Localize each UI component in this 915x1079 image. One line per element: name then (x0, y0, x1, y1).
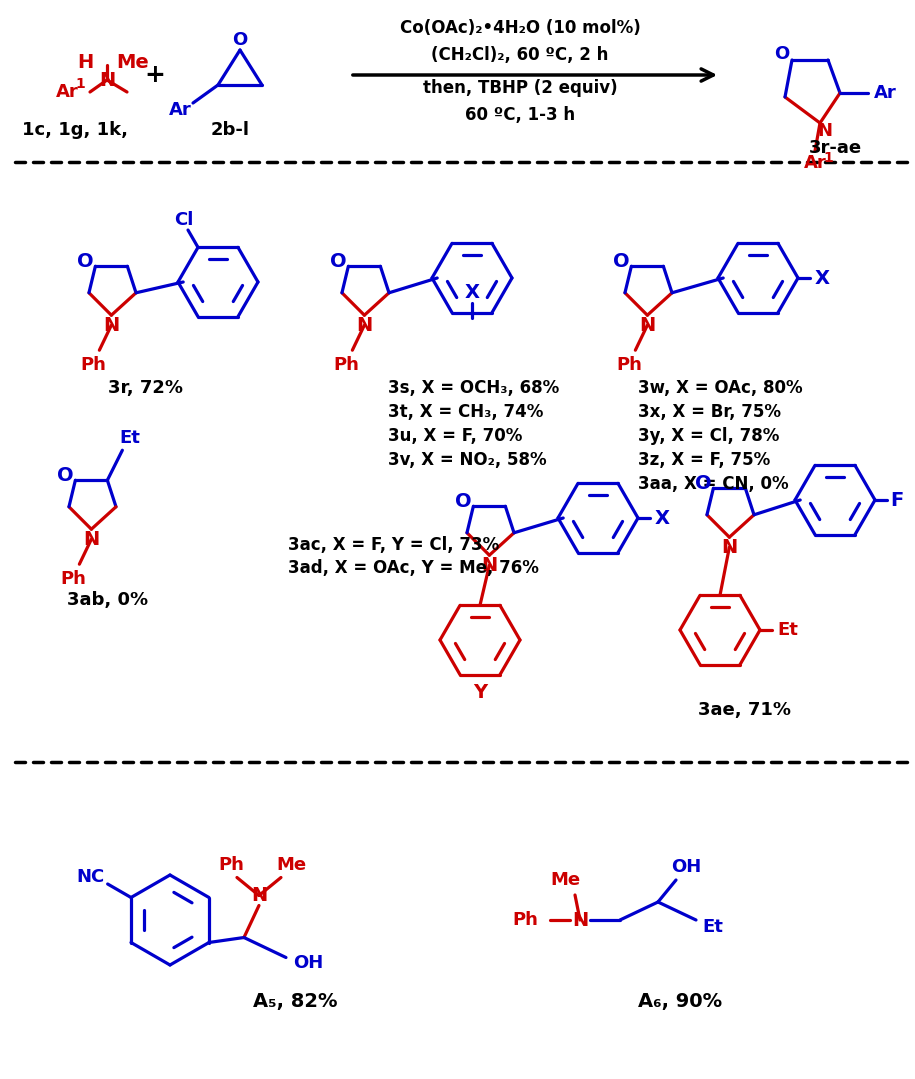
Text: 3s, X = OCH₃, 68%: 3s, X = OCH₃, 68% (388, 379, 559, 397)
Text: Et: Et (703, 918, 724, 935)
Text: then, TBHP (2 equiv): then, TBHP (2 equiv) (423, 79, 618, 97)
Text: Ar: Ar (874, 84, 897, 103)
Text: 3r, 72%: 3r, 72% (107, 379, 182, 397)
Text: X: X (814, 269, 830, 287)
Text: O: O (77, 251, 93, 271)
Text: A₅, 82%: A₅, 82% (253, 993, 338, 1011)
Text: X: X (465, 283, 479, 301)
Text: O: O (774, 45, 790, 63)
Text: 3v, X = NO₂, 58%: 3v, X = NO₂, 58% (388, 451, 546, 469)
Text: N: N (103, 316, 120, 334)
Text: Ar: Ar (168, 101, 191, 119)
Text: 3ab, 0%: 3ab, 0% (68, 591, 148, 609)
Text: Ph: Ph (60, 570, 86, 588)
Text: 3x, X = Br, 75%: 3x, X = Br, 75% (638, 402, 781, 421)
Text: Ar: Ar (56, 83, 79, 101)
Text: 3z, X = F, 75%: 3z, X = F, 75% (638, 451, 770, 469)
Text: Cl: Cl (175, 210, 194, 229)
Text: N: N (817, 122, 833, 140)
Text: N: N (640, 316, 655, 334)
Text: Ph: Ph (617, 356, 642, 374)
Text: 3y, X = Cl, 78%: 3y, X = Cl, 78% (638, 427, 780, 445)
Text: O: O (455, 492, 471, 510)
Text: N: N (481, 556, 498, 575)
Text: 3ad, X = OAc, Y = Me, 76%: 3ad, X = OAc, Y = Me, 76% (288, 559, 539, 577)
Text: Y: Y (473, 683, 487, 701)
Text: OH: OH (293, 954, 323, 971)
Text: 3w, X = OAc, 80%: 3w, X = OAc, 80% (638, 379, 802, 397)
Text: Ph: Ph (512, 911, 538, 929)
Text: O: O (57, 466, 74, 484)
Text: 3aa, X = CN, 0%: 3aa, X = CN, 0% (638, 475, 789, 493)
Text: N: N (721, 537, 737, 557)
Text: (CH₂Cl)₂, 60 ºC, 2 h: (CH₂Cl)₂, 60 ºC, 2 h (431, 46, 608, 64)
Text: O: O (330, 251, 347, 271)
Text: Et: Et (778, 622, 799, 639)
Text: N: N (251, 886, 267, 905)
Text: N: N (83, 530, 100, 549)
Text: A₆, 90%: A₆, 90% (638, 993, 722, 1011)
Text: 1: 1 (824, 151, 833, 165)
Text: 1: 1 (75, 77, 85, 91)
Text: Me: Me (550, 871, 580, 889)
Text: O: O (232, 31, 248, 49)
Text: H: H (77, 53, 93, 71)
Text: 3ae, 71%: 3ae, 71% (698, 701, 791, 719)
Text: X: X (654, 508, 670, 528)
Text: N: N (356, 316, 372, 334)
Text: N: N (572, 911, 588, 929)
Text: NC: NC (77, 869, 105, 886)
Text: 3r-ae: 3r-ae (809, 139, 862, 158)
Text: Et: Et (119, 429, 140, 447)
Text: 3t, X = CH₃, 74%: 3t, X = CH₃, 74% (388, 402, 544, 421)
Text: 60 ºC, 1-3 h: 60 ºC, 1-3 h (465, 106, 575, 124)
Text: Ar: Ar (803, 154, 826, 172)
Text: 2b-l: 2b-l (210, 121, 250, 139)
Text: F: F (890, 491, 904, 509)
Text: O: O (613, 251, 630, 271)
Text: Me: Me (276, 857, 306, 874)
Text: +: + (145, 63, 166, 87)
Text: Ph: Ph (333, 356, 360, 374)
Text: 3ac, X = F, Y = Cl, 73%: 3ac, X = F, Y = Cl, 73% (288, 536, 500, 554)
Text: OH: OH (671, 858, 701, 876)
Text: O: O (695, 474, 712, 493)
Text: Me: Me (116, 53, 149, 71)
Text: Ph: Ph (218, 857, 244, 874)
Text: N: N (99, 70, 115, 90)
Text: 3u, X = F, 70%: 3u, X = F, 70% (388, 427, 522, 445)
Text: Co(OAc)₂•4H₂O (10 mol%): Co(OAc)₂•4H₂O (10 mol%) (400, 19, 640, 37)
Text: Ph: Ph (81, 356, 106, 374)
Text: 1c, 1g, 1k,: 1c, 1g, 1k, (22, 121, 128, 139)
